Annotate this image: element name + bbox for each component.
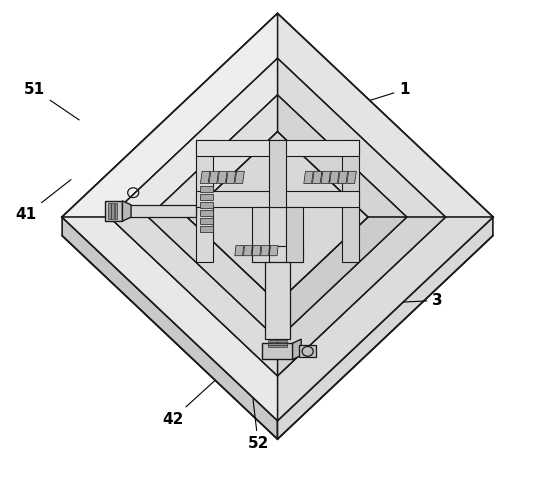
Polygon shape — [252, 246, 261, 256]
Polygon shape — [338, 171, 348, 183]
Polygon shape — [196, 140, 359, 156]
Polygon shape — [251, 207, 269, 262]
Polygon shape — [269, 140, 286, 207]
Text: 1: 1 — [297, 82, 410, 123]
Polygon shape — [200, 202, 213, 208]
Polygon shape — [62, 14, 493, 421]
Polygon shape — [235, 171, 244, 183]
Polygon shape — [261, 246, 270, 256]
Polygon shape — [109, 217, 278, 376]
Polygon shape — [292, 339, 301, 359]
Polygon shape — [109, 58, 446, 376]
Polygon shape — [123, 205, 196, 217]
Polygon shape — [209, 171, 219, 183]
Polygon shape — [226, 171, 236, 183]
Polygon shape — [312, 171, 322, 183]
Polygon shape — [278, 95, 407, 217]
Text: 52: 52 — [248, 399, 269, 451]
Polygon shape — [200, 194, 213, 200]
Polygon shape — [299, 345, 316, 357]
Polygon shape — [196, 140, 213, 262]
Polygon shape — [286, 207, 304, 262]
Polygon shape — [278, 217, 407, 339]
Polygon shape — [200, 210, 213, 216]
Polygon shape — [304, 171, 313, 183]
Polygon shape — [269, 246, 278, 256]
Polygon shape — [278, 14, 493, 217]
Polygon shape — [278, 217, 446, 376]
Polygon shape — [62, 217, 278, 421]
Polygon shape — [268, 345, 287, 347]
Text: 42: 42 — [162, 381, 215, 426]
Polygon shape — [148, 95, 407, 339]
Polygon shape — [123, 201, 131, 221]
Polygon shape — [105, 201, 123, 221]
Polygon shape — [218, 171, 227, 183]
Polygon shape — [244, 246, 253, 256]
Polygon shape — [200, 218, 213, 224]
Polygon shape — [148, 217, 278, 339]
Polygon shape — [278, 217, 493, 421]
Text: 3: 3 — [336, 293, 443, 308]
Polygon shape — [187, 132, 368, 303]
Polygon shape — [235, 246, 244, 256]
Polygon shape — [200, 226, 213, 232]
Text: 51: 51 — [24, 82, 79, 120]
Polygon shape — [263, 343, 292, 359]
Polygon shape — [148, 95, 278, 217]
Polygon shape — [251, 246, 304, 262]
Polygon shape — [112, 203, 114, 219]
Polygon shape — [200, 185, 213, 192]
Text: 2: 2 — [369, 224, 471, 242]
Polygon shape — [109, 58, 278, 217]
Polygon shape — [268, 343, 287, 345]
Polygon shape — [278, 217, 493, 439]
Text: 41: 41 — [16, 179, 71, 222]
Polygon shape — [108, 203, 111, 219]
Polygon shape — [265, 262, 290, 339]
Polygon shape — [196, 191, 359, 207]
Polygon shape — [268, 340, 287, 342]
Polygon shape — [342, 140, 359, 262]
Polygon shape — [115, 203, 117, 219]
Polygon shape — [62, 217, 278, 439]
Polygon shape — [200, 171, 210, 183]
Polygon shape — [321, 171, 330, 183]
Polygon shape — [62, 14, 278, 217]
Polygon shape — [278, 58, 446, 217]
Polygon shape — [347, 171, 356, 183]
Polygon shape — [330, 171, 339, 183]
